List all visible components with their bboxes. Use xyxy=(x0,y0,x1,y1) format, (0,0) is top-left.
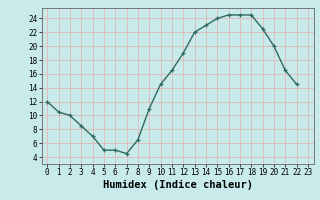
X-axis label: Humidex (Indice chaleur): Humidex (Indice chaleur) xyxy=(103,180,252,190)
